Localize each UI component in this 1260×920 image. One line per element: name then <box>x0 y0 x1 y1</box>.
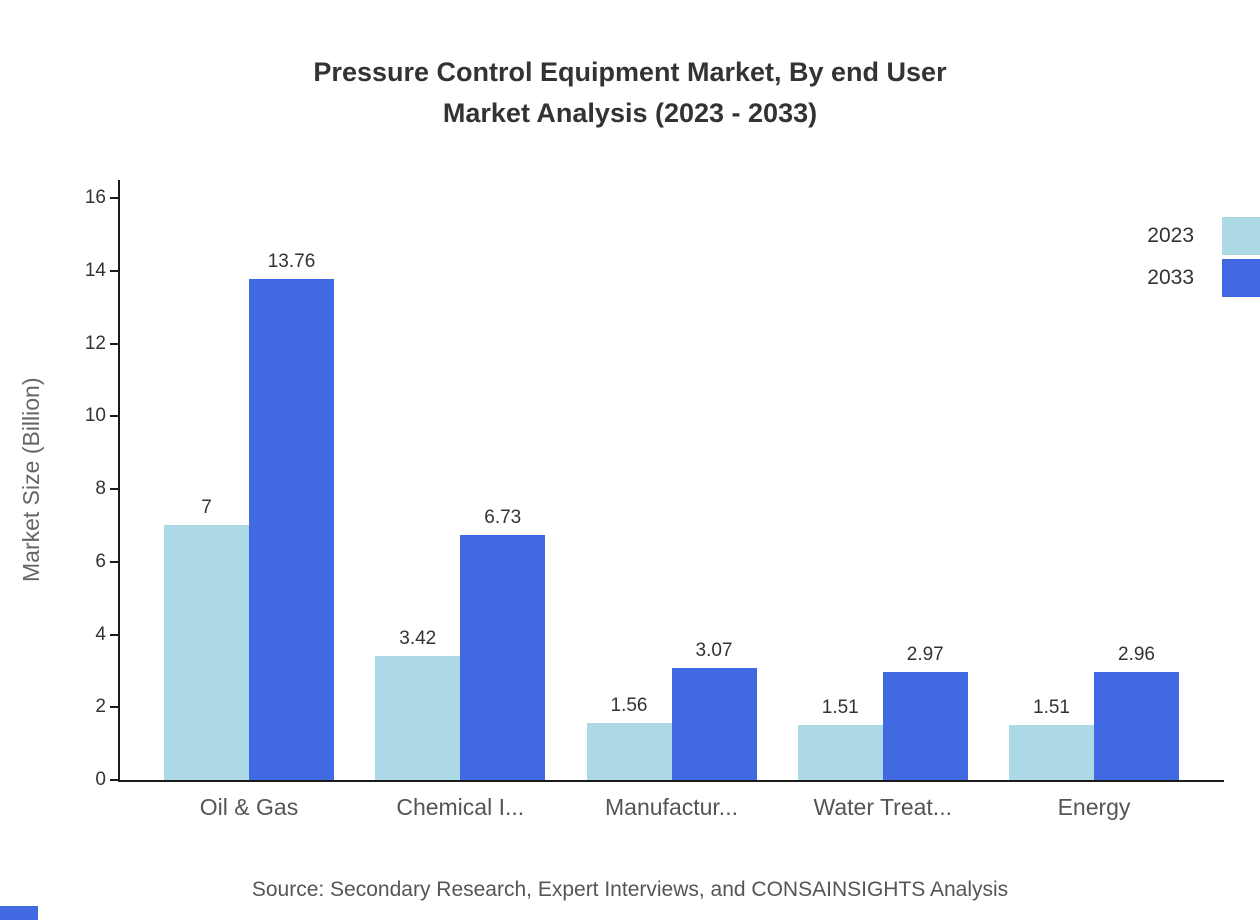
y-tick-label: 16 <box>84 187 106 208</box>
x-axis-category-label: Chemical I... <box>396 794 525 820</box>
x-axis-category-label: Energy <box>1057 794 1131 820</box>
bar-value-label: 1.51 <box>821 697 859 719</box>
y-tick-label: 0 <box>95 769 106 790</box>
y-axis-tick <box>110 342 118 345</box>
y-tick-label: 2 <box>95 696 106 718</box>
legend-label-2033: 2033 <box>1147 266 1194 289</box>
chart-title-line1: Pressure Control Equipment Market, By en… <box>313 57 947 87</box>
y-tick-label: 8 <box>95 478 106 499</box>
x-axis-category-label: Water Treat... <box>813 794 952 820</box>
y-tick-label: 10 <box>84 405 106 427</box>
y-axis-tick <box>110 269 118 272</box>
legend-swatch-2033 <box>1222 259 1260 297</box>
logo-fragment <box>0 906 38 920</box>
bar-value-label: 6.73 <box>484 507 522 529</box>
chart-title: Pressure Control Equipment Market, By en… <box>0 52 1260 134</box>
bar-2023-Manufactur... <box>586 723 672 780</box>
legend-item-2033: 2033 <box>1147 258 1260 298</box>
chart-title-line2: Market Analysis (2023 - 2033) <box>442 98 818 128</box>
y-tick-label: 4 <box>95 623 106 645</box>
bar-value-label: 7 <box>201 497 212 519</box>
y-axis-tick <box>110 197 118 199</box>
y-tick-label: 12 <box>84 332 106 354</box>
legend: 2023 2033 <box>1147 216 1260 298</box>
y-axis-tick <box>110 488 118 490</box>
y-axis-title: Market Size (Billion) <box>18 377 44 583</box>
plot-area: 0 2 4 6 8 10 12 14 16 7 13.76 Oil & Gas 3.42 6.73 Chem… <box>85 180 1224 820</box>
y-tick-label: 6 <box>95 550 106 572</box>
bar-2023-Chemical I... <box>375 655 461 780</box>
y-axis-tick <box>110 706 118 709</box>
source-note: Source: Secondary Research, Expert Inter… <box>251 878 1009 901</box>
bar-value-label: 2.96 <box>1118 644 1155 666</box>
bar-2033-Water Treat... <box>882 671 968 780</box>
bar-value-label: 1.51 <box>1033 697 1070 719</box>
y-axis-tick <box>110 779 118 781</box>
bar-value-label: 13.76 <box>267 251 316 273</box>
x-axis-category-label: Oil & Gas <box>199 794 299 820</box>
bar-2023-Energy <box>1009 725 1094 780</box>
y-axis-tick <box>110 415 118 418</box>
bar-value-label: 3.07 <box>695 640 733 662</box>
bar-value-label: 3.42 <box>399 627 437 649</box>
legend-swatch-2023 <box>1222 217 1260 255</box>
bar-value-label: 1.56 <box>610 695 648 717</box>
y-tick-label: 14 <box>84 259 106 281</box>
y-axis-tick <box>110 633 118 636</box>
bar-2033-Manufactur... <box>671 668 757 780</box>
x-axis-category-label: Manufactur... <box>605 794 738 820</box>
bar-2033-Oil & Gas <box>249 279 334 780</box>
legend-item-2023: 2023 <box>1147 216 1260 256</box>
bar-value-label: 2.97 <box>906 643 944 665</box>
bar-2023-Oil & Gas <box>164 525 249 780</box>
y-axis-tick <box>110 560 118 563</box>
bar-2033-Chemical I... <box>460 535 546 780</box>
legend-label-2023: 2023 <box>1147 224 1194 247</box>
bar-2033-Energy <box>1094 672 1179 780</box>
bar-2023-Water Treat... <box>797 725 883 780</box>
